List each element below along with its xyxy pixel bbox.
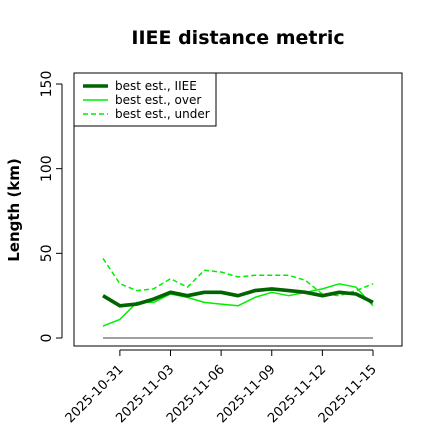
legend-label-0: best est., IIEE xyxy=(115,79,197,93)
legend-label-2: best est., under xyxy=(115,107,210,121)
plot-frame xyxy=(73,72,403,347)
y-tick-label: 50 xyxy=(39,244,55,262)
legend-label-1: best est., over xyxy=(115,93,201,107)
series-layer xyxy=(102,257,374,339)
series-line-0 xyxy=(102,287,374,308)
y-tick-label: 0 xyxy=(39,334,55,343)
y-tick-label: 150 xyxy=(39,71,55,98)
y-axis: 0 50 100 150 xyxy=(39,71,63,343)
y-axis-label: Length (km) xyxy=(5,158,23,262)
y-tick-label: 100 xyxy=(39,155,55,182)
legend-box xyxy=(73,72,217,127)
chart-title: IIEE distance metric xyxy=(131,27,344,49)
